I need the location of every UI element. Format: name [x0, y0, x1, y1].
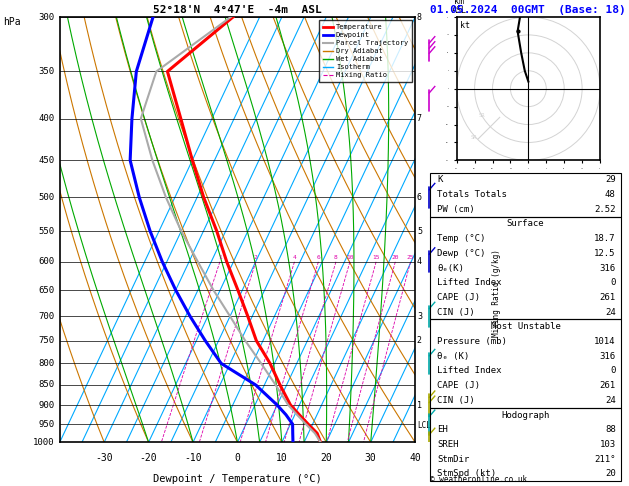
Text: 261: 261: [599, 293, 616, 302]
Text: Dewpoint / Temperature (°C): Dewpoint / Temperature (°C): [153, 474, 322, 484]
Text: 48: 48: [605, 190, 616, 199]
Text: SREH: SREH: [437, 440, 459, 449]
Text: StmSpd (kt): StmSpd (kt): [437, 469, 496, 478]
Text: 01.05.2024  00GMT  (Base: 18): 01.05.2024 00GMT (Base: 18): [430, 4, 626, 15]
Text: 261: 261: [599, 381, 616, 390]
Text: 0: 0: [610, 278, 616, 287]
Text: 12.5: 12.5: [594, 249, 616, 258]
Text: 5: 5: [417, 226, 422, 236]
Text: hPa: hPa: [3, 17, 21, 27]
Text: 4: 4: [292, 255, 296, 260]
Text: 1014: 1014: [594, 337, 616, 346]
Text: SR: SR: [478, 113, 485, 119]
Text: LCL: LCL: [417, 421, 431, 430]
Text: 20: 20: [320, 453, 332, 463]
Text: 52°18'N  4°47'E  -4m  ASL: 52°18'N 4°47'E -4m ASL: [153, 4, 322, 15]
Text: 1000: 1000: [33, 438, 55, 447]
Text: 88: 88: [605, 425, 616, 434]
Text: 6: 6: [417, 193, 422, 202]
Text: 600: 600: [38, 257, 55, 266]
Text: CIN (J): CIN (J): [437, 396, 475, 405]
Text: CAPE (J): CAPE (J): [437, 381, 481, 390]
Text: 2: 2: [254, 255, 258, 260]
Text: 3: 3: [417, 312, 422, 321]
Text: 650: 650: [38, 286, 55, 295]
Text: -30: -30: [96, 453, 113, 463]
Text: 850: 850: [38, 381, 55, 389]
Bar: [430, 319, 621, 408]
Text: 8: 8: [334, 255, 338, 260]
Text: 450: 450: [38, 156, 55, 165]
Text: StmDir: StmDir: [437, 454, 469, 464]
Bar: [430, 408, 621, 481]
Text: θₑ (K): θₑ (K): [437, 352, 469, 361]
Text: 300: 300: [38, 13, 55, 21]
Text: 29: 29: [605, 175, 616, 184]
Text: 211°: 211°: [594, 454, 616, 464]
Text: 25: 25: [407, 255, 415, 260]
Text: 8: 8: [417, 13, 422, 21]
Text: km
ASL: km ASL: [452, 0, 467, 15]
Text: 1: 1: [417, 400, 422, 410]
Text: 550: 550: [38, 226, 55, 236]
Text: CIN (J): CIN (J): [437, 308, 475, 317]
Text: K: K: [437, 175, 443, 184]
Text: 6: 6: [316, 255, 320, 260]
Text: 15: 15: [372, 255, 380, 260]
Legend: Temperature, Dewpoint, Parcel Trajectory, Dry Adiabat, Wet Adiabat, Isotherm, Mi: Temperature, Dewpoint, Parcel Trajectory…: [320, 20, 411, 82]
Text: 40: 40: [409, 453, 421, 463]
Text: 0: 0: [610, 366, 616, 375]
Text: Mixing Ratio (g/kg): Mixing Ratio (g/kg): [493, 249, 501, 337]
Text: Hodograph: Hodograph: [501, 411, 550, 419]
Text: Surface: Surface: [507, 220, 544, 228]
Bar: [430, 217, 621, 319]
Text: 24: 24: [605, 308, 616, 317]
Text: 2: 2: [417, 336, 422, 345]
Text: Lifted Index: Lifted Index: [437, 278, 502, 287]
Text: 103: 103: [599, 440, 616, 449]
Text: 900: 900: [38, 400, 55, 410]
Text: 700: 700: [38, 312, 55, 321]
Text: 750: 750: [38, 336, 55, 345]
Text: SR: SR: [471, 135, 477, 140]
Text: PW (cm): PW (cm): [437, 205, 475, 214]
Text: 1: 1: [218, 255, 222, 260]
Text: CAPE (J): CAPE (J): [437, 293, 481, 302]
Text: Lifted Index: Lifted Index: [437, 366, 502, 375]
Text: θₑ(K): θₑ(K): [437, 263, 464, 273]
Text: 7: 7: [417, 114, 422, 123]
Text: -10: -10: [184, 453, 202, 463]
Text: 10: 10: [346, 255, 353, 260]
Text: 400: 400: [38, 114, 55, 123]
Text: 20: 20: [605, 469, 616, 478]
Text: 30: 30: [365, 453, 377, 463]
Bar: [430, 173, 621, 217]
Text: Totals Totals: Totals Totals: [437, 190, 507, 199]
Text: 18.7: 18.7: [594, 234, 616, 243]
Text: Pressure (mb): Pressure (mb): [437, 337, 507, 346]
Text: Temp (°C): Temp (°C): [437, 234, 486, 243]
Text: 24: 24: [605, 396, 616, 405]
Text: 20: 20: [392, 255, 399, 260]
Text: © weatheronline.co.uk: © weatheronline.co.uk: [430, 474, 526, 484]
Text: 316: 316: [599, 352, 616, 361]
Text: 316: 316: [599, 263, 616, 273]
Text: 350: 350: [38, 67, 55, 76]
Text: 10: 10: [276, 453, 287, 463]
Text: 800: 800: [38, 359, 55, 368]
Text: 500: 500: [38, 193, 55, 202]
Text: 2.52: 2.52: [594, 205, 616, 214]
Text: EH: EH: [437, 425, 448, 434]
Text: Most Unstable: Most Unstable: [491, 322, 560, 331]
Text: 0: 0: [235, 453, 240, 463]
Text: 4: 4: [417, 257, 422, 266]
Text: -20: -20: [140, 453, 157, 463]
Text: 950: 950: [38, 419, 55, 429]
Text: kt: kt: [460, 20, 470, 30]
Text: Dewp (°C): Dewp (°C): [437, 249, 486, 258]
